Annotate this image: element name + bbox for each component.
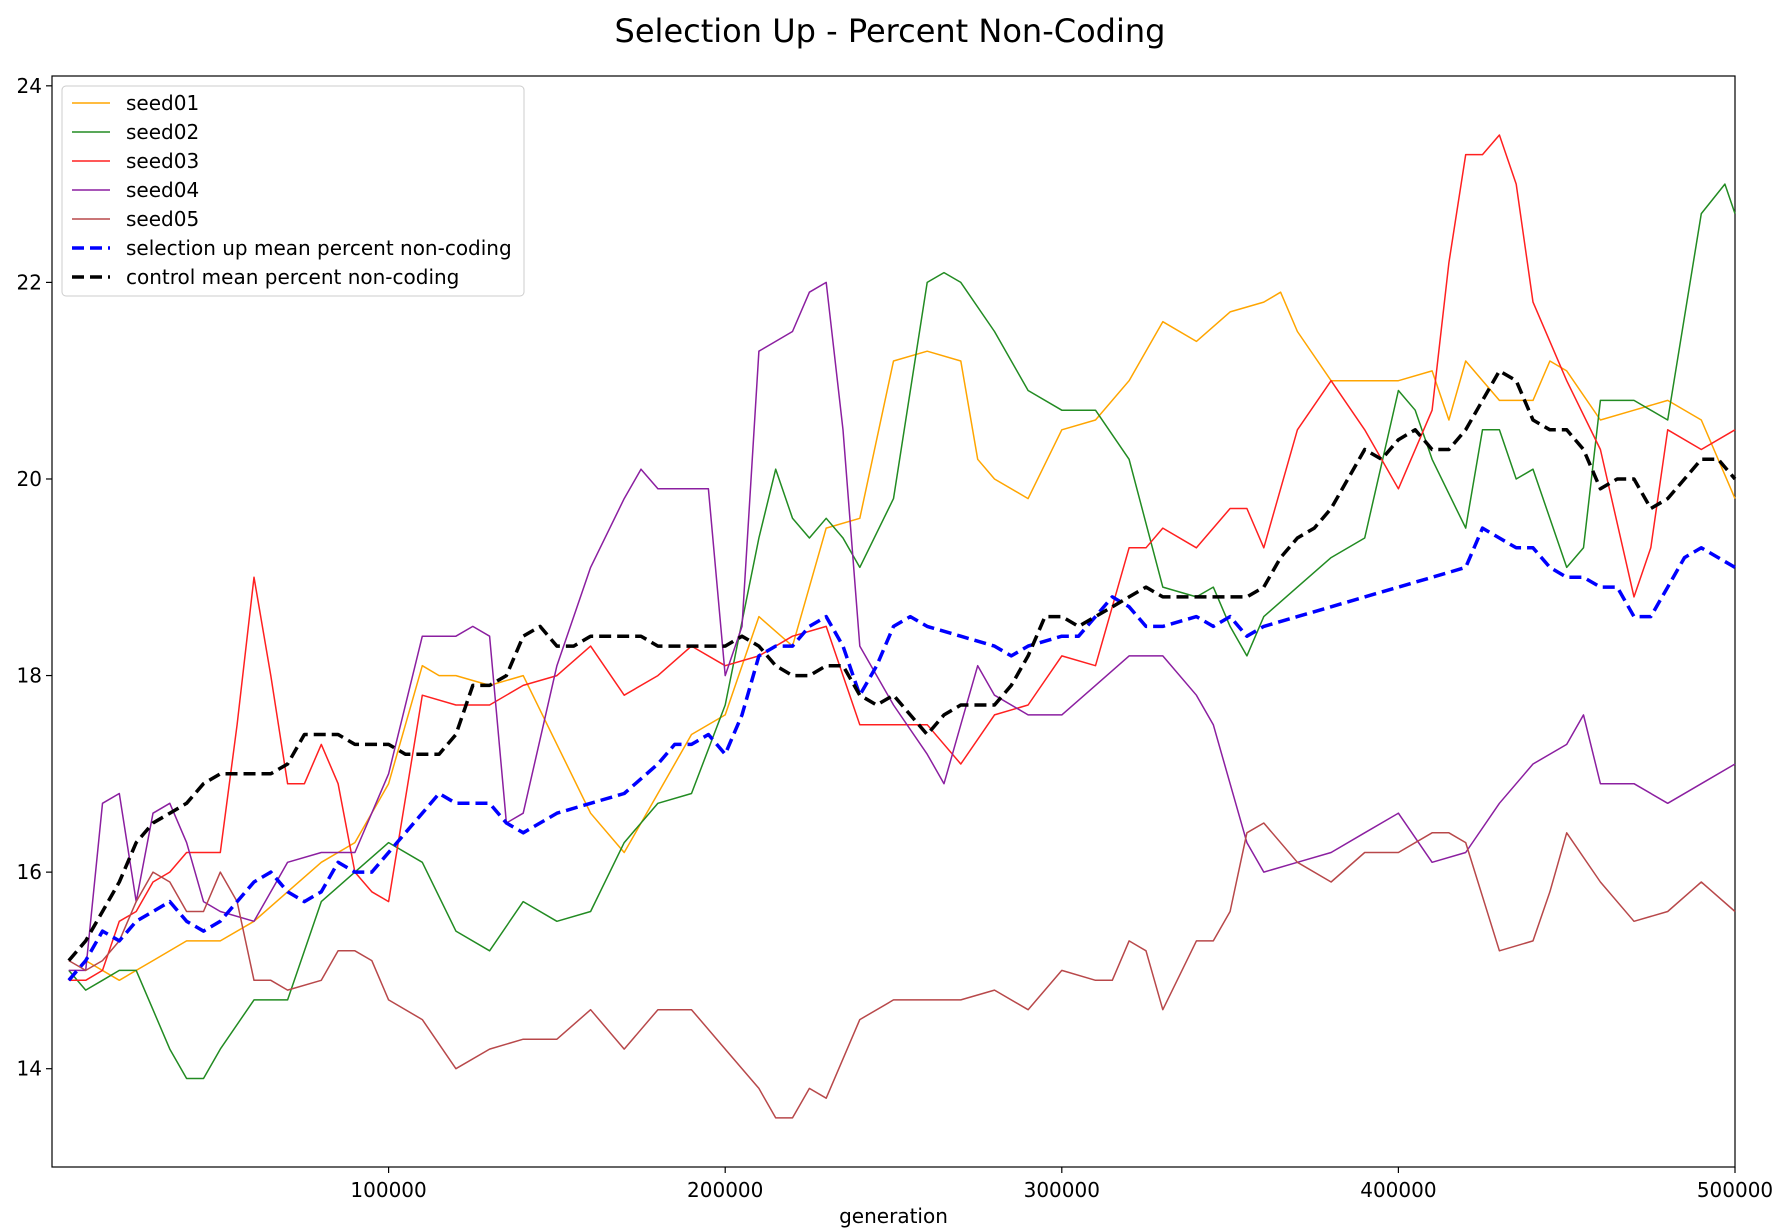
- x-tick-label: 300000: [1024, 1178, 1100, 1202]
- series-line-4: [68, 281, 1736, 972]
- legend-label: seed05: [126, 207, 199, 231]
- x-axis-label: generation: [839, 1204, 948, 1228]
- y-axis: 14 16 18 20 22 24: [17, 74, 52, 1081]
- legend-label: seed02: [126, 120, 199, 144]
- legend-label: seed03: [126, 149, 199, 173]
- x-axis: 100000 200000 300000 400000 500000: [350, 1167, 1773, 1202]
- y-tick-label: 16: [17, 860, 42, 884]
- chart-title: Selection Up - Percent Non-Coding: [615, 12, 1166, 50]
- y-tick-label: 14: [17, 1057, 42, 1081]
- legend-label: seed04: [126, 178, 199, 202]
- plot-area: [51, 75, 1736, 1168]
- y-tick-label: 24: [17, 74, 42, 98]
- legend-label: control mean percent non-coding: [126, 265, 459, 289]
- x-tick-label: 100000: [350, 1178, 426, 1202]
- y-tick-label: 22: [17, 270, 42, 294]
- series-line-1: [85, 291, 1736, 982]
- series-line-5: [68, 822, 1736, 1119]
- x-tick-label: 500000: [1697, 1178, 1773, 1202]
- x-tick-label: 400000: [1360, 1178, 1436, 1202]
- legend-label: seed01: [126, 91, 199, 115]
- y-tick-label: 18: [17, 664, 42, 688]
- series-line-2: [68, 183, 1736, 1080]
- series-line-3: [68, 134, 1736, 982]
- legend-box: [61, 85, 525, 297]
- series-line-6: [67, 526, 1736, 982]
- legend: seed01 seed02 seed03 seed04 seed05 selection …: [61, 85, 525, 297]
- series-layer: [67, 134, 1737, 1119]
- legend-label: selection up mean percent non-coding: [126, 236, 512, 260]
- y-tick-label: 20: [17, 467, 42, 491]
- x-tick-label: 200000: [687, 1178, 763, 1202]
- series-line-7: [67, 369, 1737, 962]
